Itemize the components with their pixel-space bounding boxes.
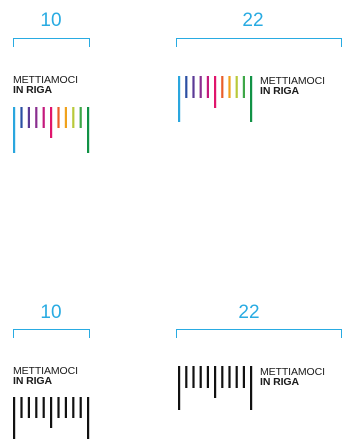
logo-bar xyxy=(228,366,231,388)
logo-bar xyxy=(206,366,209,388)
logo-bar xyxy=(13,107,16,153)
logo-bar xyxy=(20,107,23,128)
logo-bar xyxy=(221,76,224,98)
logo-bar xyxy=(199,366,202,388)
logo-line-1: METTIAMOCI xyxy=(13,365,78,377)
logo-wordmark: METTIAMOCI IN RIGA xyxy=(13,74,78,96)
logo-bar xyxy=(214,76,217,108)
logo-line-2: IN RIGA xyxy=(260,85,299,97)
logo-bar xyxy=(185,366,188,388)
logo-bar xyxy=(250,76,253,122)
logo-bar xyxy=(199,76,202,98)
logo-bar xyxy=(242,76,245,98)
logo-bar xyxy=(57,107,60,128)
logo-line-1: METTIAMOCI xyxy=(260,75,325,87)
size-label: 22 xyxy=(242,10,264,31)
logo-bar xyxy=(27,397,30,418)
size-bracket xyxy=(176,38,342,47)
logo-line-2: IN RIGA xyxy=(260,376,299,388)
logo-bar xyxy=(87,107,90,153)
logo-bar xyxy=(87,397,90,439)
logo-bar xyxy=(178,366,181,410)
logo-bar xyxy=(27,107,30,128)
logo-bar xyxy=(221,366,224,388)
size-label: 22 xyxy=(238,302,260,323)
logo-wordmark: METTIAMOCI IN RIGA xyxy=(260,366,325,388)
logo-bar xyxy=(228,76,231,98)
logo-bar xyxy=(79,397,82,418)
size-bracket xyxy=(13,38,90,47)
logo-bar xyxy=(72,107,75,128)
logo-line-1: METTIAMOCI xyxy=(13,74,78,86)
logo-bar xyxy=(79,107,82,128)
logo-bar xyxy=(35,107,38,128)
logo-bar xyxy=(242,366,245,388)
logo-bar xyxy=(20,397,23,418)
logo-bar xyxy=(57,397,60,418)
logo-bar xyxy=(206,76,209,98)
logo-wordmark: METTIAMOCI IN RIGA xyxy=(260,75,325,97)
size-bracket xyxy=(176,329,342,338)
logo-bar xyxy=(64,397,67,418)
logo-line-1: METTIAMOCI xyxy=(260,366,325,378)
logo-bar xyxy=(178,76,181,122)
logo-bar xyxy=(13,397,16,439)
logo-bar xyxy=(64,107,67,128)
logo-bar xyxy=(42,107,45,128)
logo-bar xyxy=(42,397,45,418)
logo-bar xyxy=(35,397,38,418)
logo-line-2: IN RIGA xyxy=(13,84,52,96)
size-label: 10 xyxy=(40,10,62,31)
logo-bar xyxy=(50,107,53,138)
logo-bar xyxy=(235,366,238,388)
logo-bar xyxy=(185,76,188,98)
size-label: 10 xyxy=(40,302,62,323)
logo-line-2: IN RIGA xyxy=(13,375,52,387)
logo-bar xyxy=(235,76,238,98)
logo-bar xyxy=(192,366,195,388)
logo-bar xyxy=(250,366,253,410)
logo-bar xyxy=(214,366,217,398)
logo-bar xyxy=(72,397,75,418)
logo-bar xyxy=(50,397,53,428)
logo-wordmark: METTIAMOCI IN RIGA xyxy=(13,365,78,387)
logo-bar xyxy=(192,76,195,98)
size-bracket xyxy=(13,329,90,338)
